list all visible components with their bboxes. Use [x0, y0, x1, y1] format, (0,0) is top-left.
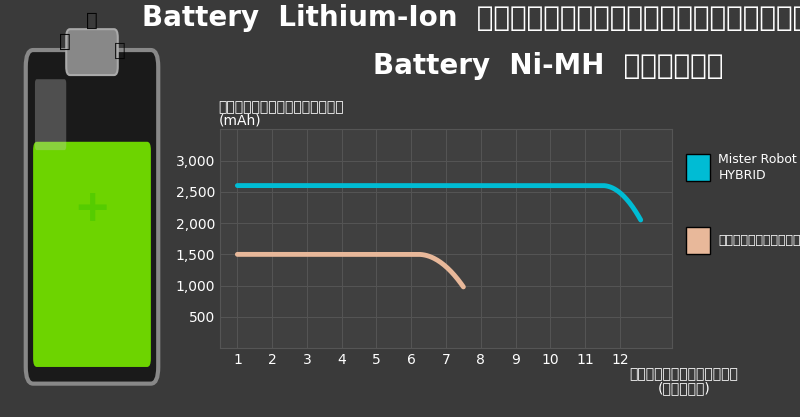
FancyBboxPatch shape [35, 79, 66, 150]
Text: ความจุแบตเตอรี่: ความจุแบตเตอรี่ [218, 100, 344, 115]
FancyBboxPatch shape [33, 142, 151, 367]
Text: 🍃: 🍃 [114, 40, 126, 60]
Text: 🍃: 🍃 [86, 11, 98, 30]
Text: อายุการใช้งาน: อายุการใช้งาน [630, 367, 738, 381]
Text: +: + [74, 187, 110, 230]
Text: ยี่ห้ออื่นๆ: ยี่ห้ออื่นๆ [718, 234, 800, 247]
Text: (mAh): (mAh) [218, 113, 261, 127]
Text: Battery  Lithium-Ion  มีอายุการใช้งานนานกว่า: Battery Lithium-Ion มีอายุการใช้งานนานกว… [142, 4, 800, 32]
Text: Battery  Ni-MH  ทั่วไป: Battery Ni-MH ทั่วไป [373, 52, 723, 80]
Text: Mister Robot
HYBRID: Mister Robot HYBRID [718, 153, 797, 182]
Text: (เดือน): (เดือน) [658, 382, 710, 396]
FancyBboxPatch shape [66, 29, 118, 75]
Text: 🍃: 🍃 [58, 32, 70, 51]
FancyBboxPatch shape [26, 50, 158, 384]
